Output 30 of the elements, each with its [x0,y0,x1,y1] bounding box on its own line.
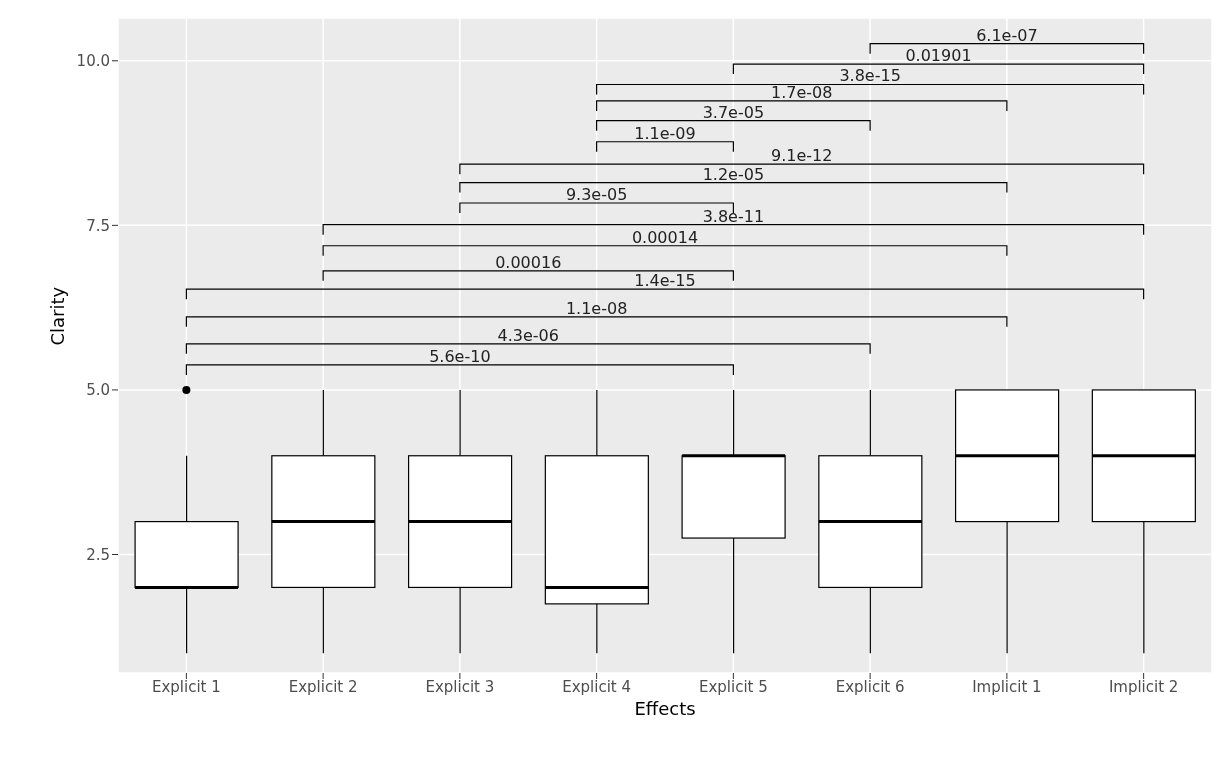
y-tick-label: 5.0 [86,381,110,400]
x-tick-label: Explicit 3 [425,677,495,696]
annotation: 3.8e-15 [839,66,901,86]
y-tick-label: 10.0 [76,52,110,71]
x-tick-label: Explicit 5 [698,677,768,696]
annotation: 3.7e-05 [702,102,765,122]
annotation: 0.01901 [905,46,972,66]
x-tick-label: Implicit 1 [972,677,1042,696]
y-tick-label: 2.5 [86,545,110,564]
annotation: 6.1e-07 [976,25,1038,45]
annotation: 4.3e-06 [497,325,559,345]
annotation: 1.7e-08 [771,82,833,102]
annotation: 0.00014 [631,227,699,247]
y-axis-title: Clarity [47,286,69,346]
annotation: 5.6e-10 [429,346,491,366]
annotation: 1.4e-15 [634,271,696,291]
annotation: 1.1e-09 [634,123,696,143]
x-tick-label: Explicit 4 [562,677,632,696]
x-axis-title: Effects [634,698,696,719]
annotation: 9.3e-05 [565,184,628,204]
annotation: 0.00016 [495,252,562,272]
annotation: 9.1e-12 [771,146,833,166]
x-tick-label: Explicit 2 [288,677,358,696]
x-tick-label: Explicit 1 [151,677,221,696]
y-tick-label: 7.5 [86,216,110,235]
x-tick-label: Explicit 6 [835,677,905,696]
annotation: 1.1e-08 [565,298,628,318]
annotation: 1.2e-05 [702,164,765,184]
x-tick-label: Implicit 2 [1108,677,1179,696]
annotation: 3.8e-11 [702,206,765,226]
